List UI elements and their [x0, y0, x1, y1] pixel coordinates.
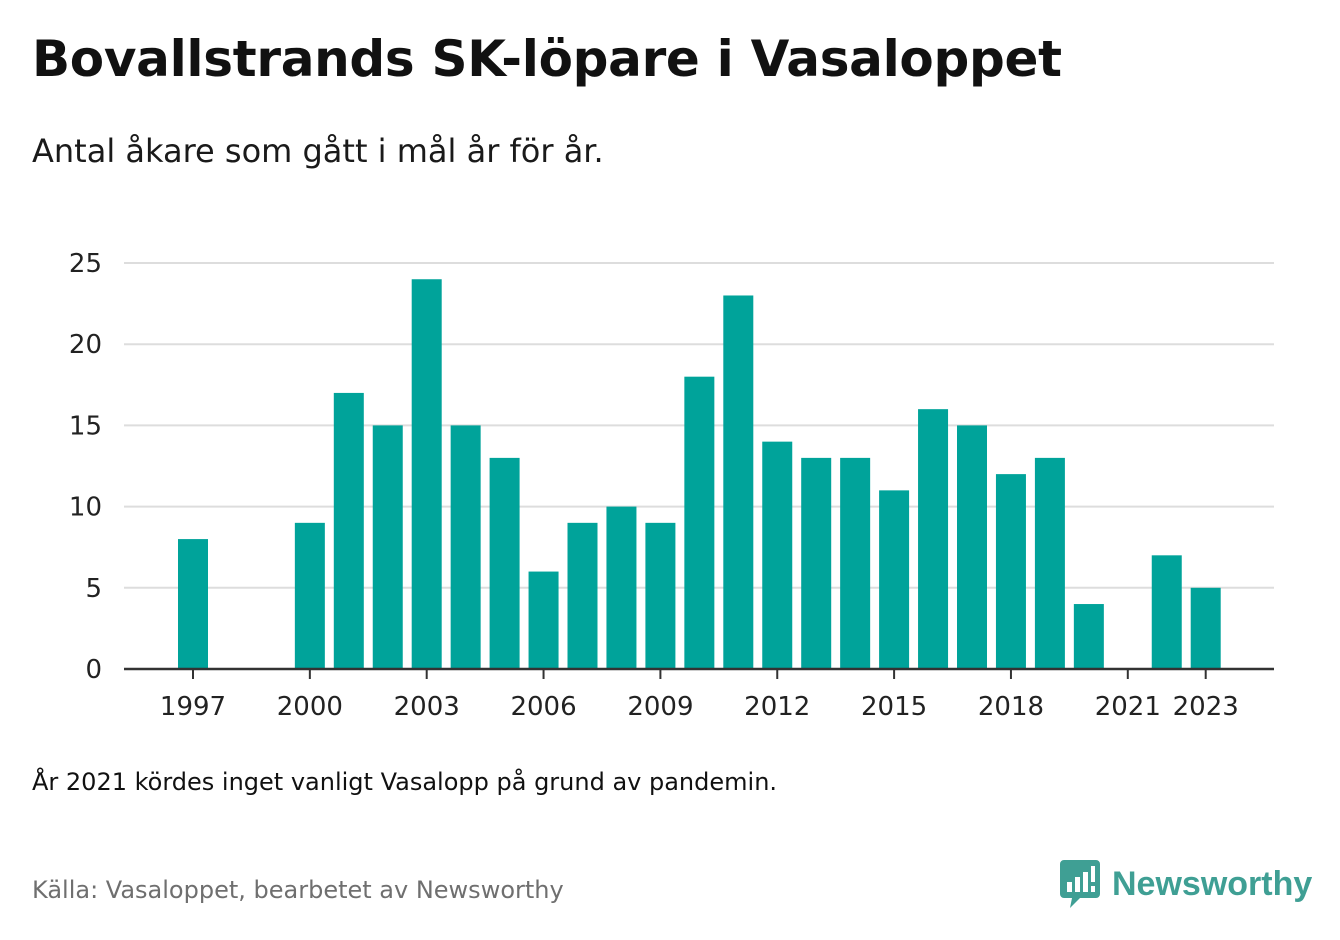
- bar[interactable]: [957, 425, 987, 669]
- bar[interactable]: [1034, 457, 1065, 669]
- brand-name: Newsworthy: [1112, 864, 1313, 903]
- bar[interactable]: [450, 425, 481, 669]
- bar[interactable]: [528, 571, 559, 669]
- bar[interactable]: [723, 295, 754, 669]
- x-tick-label: 2009: [627, 692, 693, 722]
- x-tick-label: 1997: [160, 692, 226, 722]
- bar[interactable]: [1073, 604, 1104, 669]
- bar[interactable]: [645, 522, 676, 669]
- footnote: År 2021 kördes inget vanligt Vasalopp på…: [32, 768, 778, 796]
- bar[interactable]: [372, 425, 403, 669]
- y-tick-label: 10: [69, 493, 102, 523]
- y-tick-label: 0: [85, 655, 102, 685]
- x-tick-label: 2006: [510, 692, 576, 722]
- bars: [178, 279, 1221, 669]
- bar[interactable]: [333, 392, 364, 669]
- x-tick-label: 2015: [861, 692, 927, 722]
- bar[interactable]: [879, 490, 910, 669]
- y-tick-label: 20: [69, 330, 102, 360]
- chart-title: Bovallstrands SK-löpare i Vasaloppet: [32, 30, 1062, 88]
- bar-chart: 0 5 10 15 20 25 1997 2000 2003 2006 2009 2012 2015 20…: [69, 249, 1274, 722]
- bar[interactable]: [918, 409, 949, 669]
- bar[interactable]: [1190, 587, 1221, 669]
- axes: 0 5 10 15 20 25 1997 2000 2003 2006 2009 2012 2015 20…: [69, 249, 1274, 722]
- bar[interactable]: [411, 279, 442, 669]
- bar[interactable]: [840, 457, 871, 669]
- chart-subtitle: Antal åkare som gått i mål år för år.: [32, 132, 604, 170]
- x-tick-label: 2003: [394, 692, 460, 722]
- bar[interactable]: [995, 474, 1026, 669]
- bar[interactable]: [801, 457, 832, 669]
- x-tick-label: 2018: [978, 692, 1044, 722]
- x-tick-label: 2000: [277, 692, 343, 722]
- y-tick-label: 15: [69, 411, 102, 441]
- bar[interactable]: [1151, 555, 1182, 669]
- source-credit: Källa: Vasaloppet, bearbetet av Newswort…: [32, 876, 564, 904]
- x-tick-label: 2023: [1173, 692, 1239, 722]
- bar[interactable]: [762, 441, 793, 669]
- x-tick-label: 2012: [744, 692, 810, 722]
- bar[interactable]: [489, 457, 520, 669]
- bar[interactable]: [606, 506, 637, 669]
- x-tick-label: 2021: [1095, 692, 1161, 722]
- bar[interactable]: [684, 376, 715, 669]
- brand-logo[interactable]: Newsworthy: [1060, 860, 1312, 908]
- newsworthy-logo-icon: [1060, 860, 1100, 908]
- bar[interactable]: [567, 522, 598, 669]
- y-tick-label: 5: [85, 574, 102, 604]
- y-tick-label: 25: [69, 249, 102, 279]
- bar[interactable]: [178, 539, 208, 669]
- bar[interactable]: [294, 522, 325, 669]
